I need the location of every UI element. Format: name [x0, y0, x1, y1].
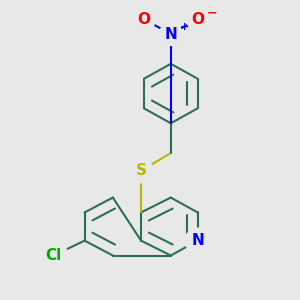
Circle shape — [133, 8, 155, 31]
Text: S: S — [136, 163, 147, 178]
Text: +: + — [180, 22, 189, 32]
Text: Cl: Cl — [45, 248, 62, 263]
Text: −: − — [207, 7, 217, 20]
Circle shape — [129, 159, 153, 183]
Circle shape — [160, 23, 182, 45]
Text: N: N — [164, 27, 177, 42]
Circle shape — [186, 8, 209, 31]
Text: O: O — [138, 12, 151, 27]
Circle shape — [39, 241, 68, 270]
Text: O: O — [191, 12, 204, 27]
Circle shape — [185, 228, 210, 253]
Text: N: N — [191, 233, 204, 248]
